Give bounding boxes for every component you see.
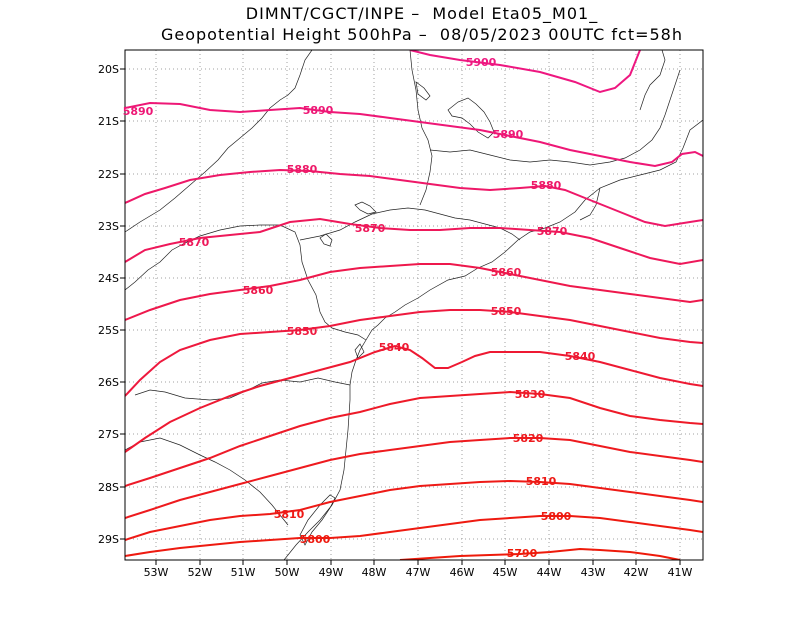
lat-label: 23S [98,220,119,233]
contour-label-5860: 5860 [243,284,274,297]
contour-5800 [125,515,703,557]
lon-label: 43W [581,566,606,579]
lon-label: 46W [450,566,475,579]
contour-labels: 5900 5890 5890 5890 5880 5880 5870 5870 … [123,56,596,560]
contours [125,50,703,560]
contour-5790 [399,547,681,560]
state-border-7 [429,69,681,166]
lat-label: 28S [98,481,119,494]
lat-label: 29S [98,533,119,546]
contour-5890 [125,101,703,168]
contour-5870 [125,217,703,266]
contour-label-5840: 5840 [379,341,410,354]
contour-label-5870: 5870 [537,225,568,238]
state-border-3 [125,224,367,341]
contour-label-5850: 5850 [491,305,522,318]
lat-label: 21S [98,115,119,128]
state-border-8 [579,187,601,221]
lon-label: 53W [144,566,169,579]
map-frame [124,49,704,561]
lon-label: 49W [319,566,344,579]
contour-label-5880: 5880 [287,163,318,176]
reservoir-3 [354,201,377,215]
gridlines [125,50,703,560]
contour-label-5890: 5890 [493,128,524,141]
contour-label-5890: 5890 [123,105,154,118]
title-line-1: DIMNT/CGCT/INPE – Model Eta05_M01_ [245,4,599,23]
contour-label-5800: 5800 [541,510,572,523]
lon-axis: 53W 52W 51W 50W 49W 48W 47W 46W 45W 44W … [144,566,693,579]
lat-label: 25S [98,324,119,337]
contour-label-5810: 5810 [526,475,557,488]
state-border-1 [125,437,289,526]
state-border-2 [134,377,351,401]
lon-label: 50W [275,566,300,579]
contour-label-5800: 5800 [300,533,331,546]
lat-axis: 20S 21S 22S 23S 24S 25S 26S 27S 28S 29S [98,63,119,546]
contour-5850 [125,309,703,397]
contour-label-5900: 5900 [466,56,497,69]
map-borders [125,50,703,560]
lat-label: 22S [98,168,119,181]
contour-label-5790: 5790 [507,547,538,560]
lon-label: 41W [668,566,693,579]
state-border-6 [409,50,433,206]
contour-label-5810: 5810 [274,508,305,521]
title-line-2: Geopotential Height 500hPa – 08/05/2023 … [160,25,683,44]
lon-label: 42W [624,566,649,579]
lon-label: 47W [406,566,431,579]
tick-marks [120,68,681,565]
contour-label-5820: 5820 [513,432,544,445]
contour-5860 [125,263,703,321]
lon-label: 52W [188,566,213,579]
lagoon [299,494,336,546]
contour-label-5870: 5870 [179,236,210,249]
island [354,343,365,359]
state-border-5 [299,207,521,241]
contour-5830 [125,390,703,487]
state-border-4 [125,50,313,233]
contour-label-5830: 5830 [515,388,546,401]
contour-label-5890: 5890 [303,104,334,117]
lat-label: 26S [98,376,119,389]
lat-label: 20S [98,63,119,76]
lon-label: 45W [493,566,518,579]
lat-label: 27S [98,428,119,441]
contour-label-5880: 5880 [531,179,562,192]
lat-label: 24S [98,272,119,285]
contour-5900 [409,50,641,94]
contour-label-5860: 5860 [491,266,522,279]
reservoir-2 [319,233,333,247]
contour-5880 [125,168,703,228]
contour-5810 [125,479,703,541]
contour-label-5840: 5840 [565,350,596,363]
contour-5840 [125,344,703,453]
lon-label: 51W [231,566,256,579]
lon-label: 44W [537,566,562,579]
state-border-9 [639,50,666,111]
contour-5820 [125,437,703,519]
reservoir-4 [415,81,431,101]
contour-label-5870: 5870 [355,222,386,235]
lon-label: 48W [362,566,387,579]
contour-label-5850: 5850 [287,325,318,338]
